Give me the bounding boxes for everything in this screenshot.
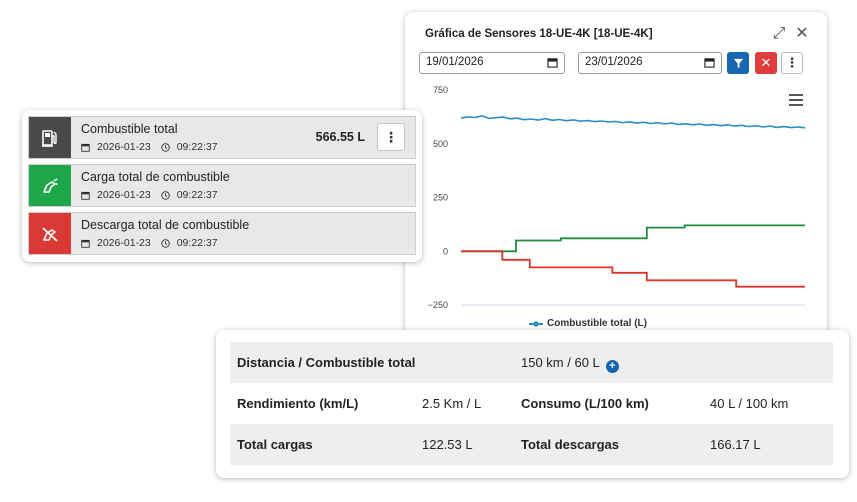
fuel-card-time: 09:22:37 (176, 189, 218, 201)
distance-fuel-label: Distancia / Combustible total (237, 355, 416, 370)
more-vertical-icon: ⋮ (785, 55, 799, 70)
close-icon[interactable]: ✕ (795, 25, 809, 42)
fuel-pump-icon (29, 117, 71, 158)
total-loads-value: 122.53 L (422, 437, 473, 452)
expand-icon[interactable]: ⤢ (772, 25, 786, 42)
clock-icon (160, 190, 170, 200)
performance-label: Rendimiento (km/L) (237, 396, 359, 411)
distance-fuel-value: 150 km / 60 L (521, 355, 600, 370)
chart-legend[interactable]: Combustible total (L) (529, 318, 647, 329)
more-vertical-icon: ⋮ (384, 128, 398, 145)
fuel-card-date: 2026-01-23 (97, 237, 151, 249)
consumption-value: 40 L / 100 km (710, 396, 789, 411)
y-tick-label: 250 (433, 193, 448, 203)
fuel-card-meta: 2026-01-23 09:22:37 (81, 141, 218, 153)
fuel-nozzle-off-icon (29, 213, 71, 254)
clear-icon: ✕ (760, 55, 772, 70)
series-line-1[interactable] (461, 224, 805, 253)
summary-row-distance: Distancia / Combustible total 150 km / 6… (230, 342, 833, 383)
calendar-icon[interactable] (704, 57, 715, 68)
date-to-value: 23/01/2026 (585, 56, 643, 68)
total-unloads-label: Total descargas (521, 437, 620, 452)
series-line-0[interactable] (460, 114, 806, 129)
clock-icon (160, 142, 170, 152)
fuel-nozzle-icon (29, 165, 71, 206)
series-line-2[interactable] (461, 250, 805, 288)
summary-row-performance: Rendimiento (km/L) 2.5 Km / L Consumo (L… (230, 383, 833, 424)
y-tick-label: 500 (433, 139, 448, 149)
fuel-summary-panel: Distancia / Combustible total 150 km / 6… (216, 330, 849, 478)
fuel-card-time: 09:22:37 (176, 237, 218, 249)
y-tick-label: −250 (428, 300, 448, 310)
y-tick-label: 0 (443, 246, 448, 256)
filter-button[interactable] (727, 52, 749, 74)
date-from-input[interactable]: 19/01/2026 (419, 52, 565, 74)
calendar-icon (81, 239, 90, 248)
performance-value: 2.5 Km / L (422, 396, 482, 411)
chart-menu-icon[interactable] (789, 94, 803, 106)
sensor-chart-panel: Gráfica de Sensores 18-UE-4K [18-UE-4K] … (405, 12, 827, 362)
fuel-card-total: Combustible total 2026-01-23 09:22:37 56… (28, 116, 416, 159)
clock-icon (160, 238, 170, 248)
fuel-card-title: Descarga total de combustible (81, 218, 250, 232)
calendar-icon[interactable] (547, 57, 558, 68)
fuel-card-menu-button[interactable]: ⋮ (377, 123, 405, 151)
consumption-label: Consumo (L/100 km) (521, 396, 649, 411)
fuel-card-load: Carga total de combustible 2026-01-23 09… (28, 164, 416, 207)
fuel-card-date: 2026-01-23 (97, 141, 151, 153)
legend-label: Combustible total (L) (547, 318, 647, 329)
y-tick-label: 750 (433, 85, 448, 95)
fuel-card-meta: 2026-01-23 09:22:37 (81, 237, 218, 249)
date-to-input[interactable]: 23/01/2026 (578, 52, 722, 74)
chart-title: Gráfica de Sensores 18-UE-4K [18-UE-4K] (425, 28, 653, 40)
fuel-card-title: Carga total de combustible (81, 170, 230, 184)
fuel-card-unload: Descarga total de combustible 2026-01-23… (28, 212, 416, 255)
filter-icon (733, 58, 743, 68)
total-loads-label: Total cargas (237, 437, 313, 452)
distance-fuel-value-cell: 150 km / 60 L + (521, 355, 619, 373)
date-from-value: 19/01/2026 (426, 56, 484, 68)
fuel-cards-panel: Combustible total 2026-01-23 09:22:37 56… (22, 110, 422, 262)
total-unloads-value: 166.17 L (710, 437, 761, 452)
chart-header: Gráfica de Sensores 18-UE-4K [18-UE-4K] … (417, 25, 815, 46)
fuel-card-time: 09:22:37 (176, 141, 218, 153)
plus-circle-icon[interactable]: + (605, 360, 619, 373)
more-options-button[interactable]: ⋮ (781, 52, 803, 74)
sensor-line-chart: 750 500 250 0 −250 (428, 85, 806, 310)
fuel-card-date: 2026-01-23 (97, 189, 151, 201)
fuel-total-value: 566.55 L (315, 130, 365, 144)
legend-marker-icon (529, 320, 543, 327)
fuel-card-title: Combustible total (81, 122, 178, 136)
clear-filter-button[interactable]: ✕ (755, 52, 777, 74)
calendar-icon (81, 143, 90, 152)
fuel-card-meta: 2026-01-23 09:22:37 (81, 189, 218, 201)
calendar-icon (81, 191, 90, 200)
summary-row-totals: Total cargas 122.53 L Total descargas 16… (230, 424, 833, 465)
